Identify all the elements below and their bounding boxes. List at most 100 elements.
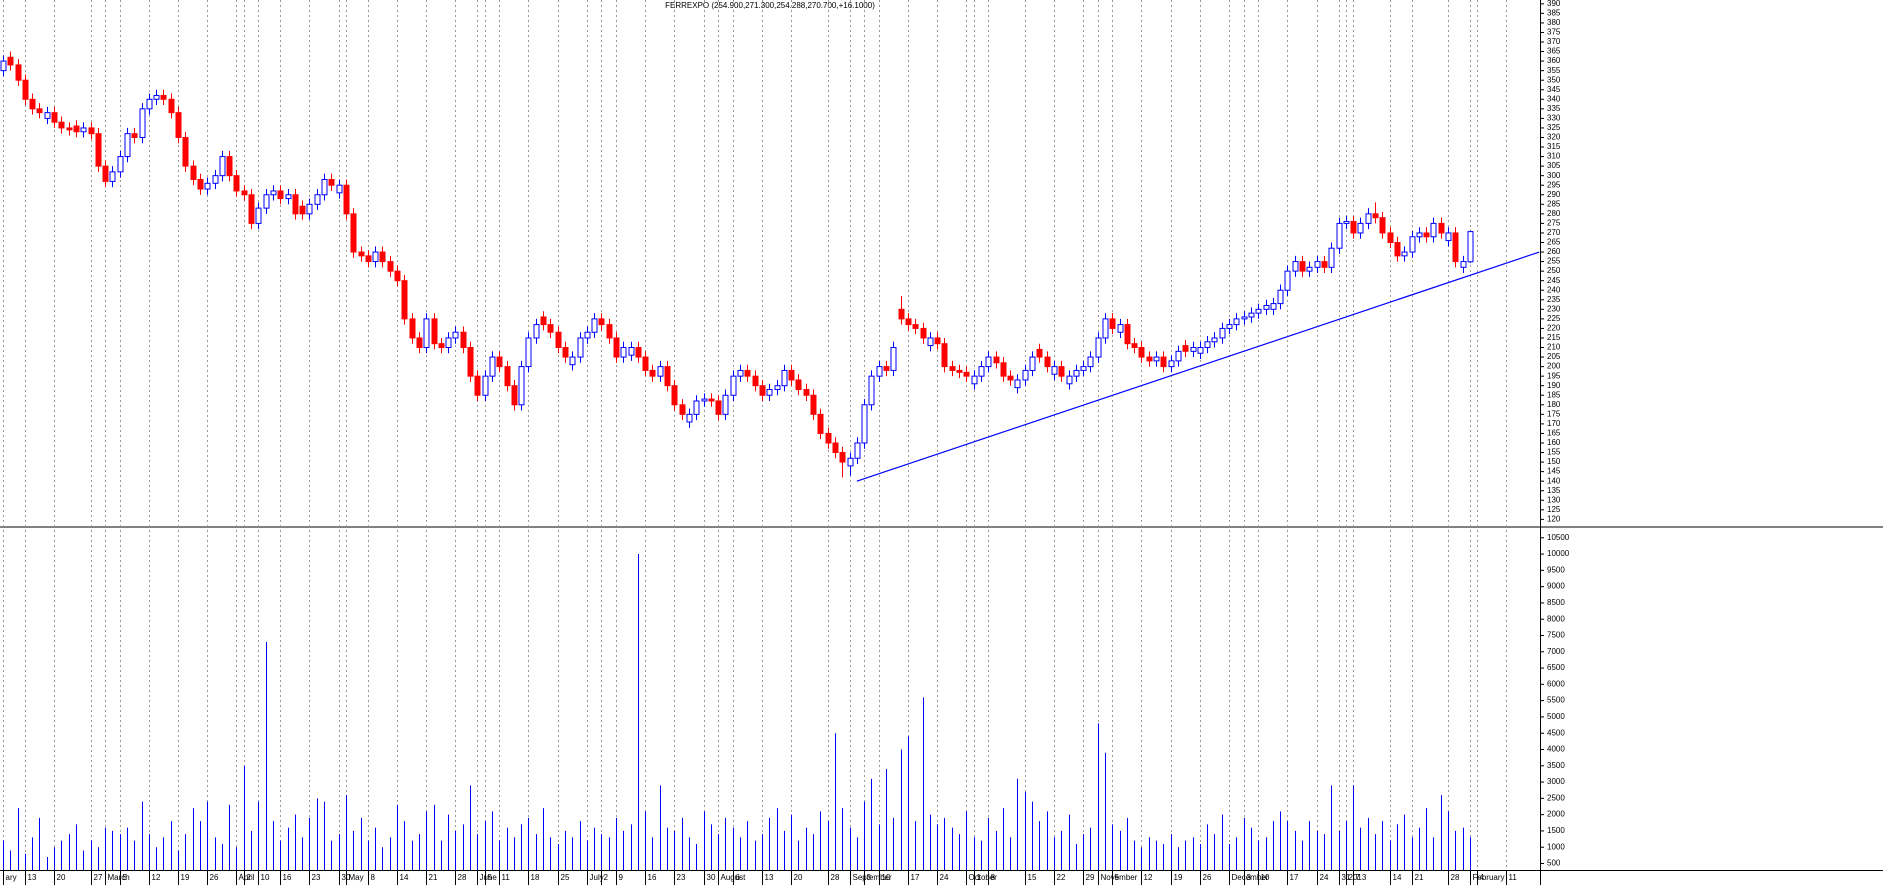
candle-body bbox=[1343, 220, 1350, 224]
candle-body bbox=[233, 175, 240, 192]
candle-body bbox=[1146, 356, 1153, 362]
candle-body bbox=[890, 347, 897, 371]
y-tick-label: 165 bbox=[1547, 429, 1561, 438]
candle-body bbox=[693, 400, 700, 415]
candle-body bbox=[949, 366, 956, 371]
candle-body bbox=[1321, 261, 1328, 268]
candle-body bbox=[1051, 366, 1058, 375]
y-tick-label: 375 bbox=[1547, 28, 1561, 37]
candle-body bbox=[1445, 232, 1452, 242]
candle-body bbox=[817, 413, 824, 434]
candle-body bbox=[518, 366, 525, 406]
y-tick-label: 305 bbox=[1547, 161, 1561, 170]
candle-body bbox=[438, 343, 445, 349]
y-tick-label: 9000 bbox=[1547, 582, 1565, 591]
x-tick-label: 30 bbox=[707, 873, 716, 882]
candle-body bbox=[1087, 356, 1094, 368]
y-tick-label: 6500 bbox=[1547, 663, 1565, 672]
x-tick-label: 2 bbox=[247, 873, 252, 882]
candle-body bbox=[423, 318, 430, 349]
x-tick-label: September bbox=[853, 873, 892, 882]
candle-body bbox=[577, 337, 584, 358]
candle-body bbox=[219, 156, 226, 177]
candle-body bbox=[190, 165, 197, 180]
candle-body bbox=[1233, 318, 1240, 326]
candle-body bbox=[0, 60, 7, 72]
candle-body bbox=[306, 203, 313, 215]
candle-body bbox=[431, 318, 438, 345]
x-tick-label: 19 bbox=[181, 873, 190, 882]
candle-body bbox=[1022, 369, 1029, 381]
candle-body bbox=[1409, 236, 1416, 253]
candle-body bbox=[847, 457, 854, 467]
y-tick-label: 355 bbox=[1547, 66, 1561, 75]
x-tick-label: 25 bbox=[561, 873, 570, 882]
candle-body bbox=[1248, 312, 1255, 318]
x-tick-label: 16 bbox=[283, 873, 292, 882]
candle-body bbox=[474, 375, 481, 396]
x-tick-label: 13 bbox=[28, 873, 37, 882]
candle-body bbox=[175, 112, 182, 138]
candle-body bbox=[66, 127, 73, 131]
y-tick-label: 3500 bbox=[1547, 761, 1565, 770]
candle-body bbox=[409, 318, 416, 339]
candle-body bbox=[832, 442, 839, 454]
candle-body bbox=[839, 452, 846, 463]
y-tick-label: 4000 bbox=[1547, 745, 1565, 754]
candle-body bbox=[1306, 266, 1313, 272]
x-tick-label: 3 bbox=[867, 873, 872, 882]
candle-body bbox=[635, 347, 642, 358]
candle-body bbox=[263, 194, 270, 209]
y-tick-label: 3000 bbox=[1547, 777, 1565, 786]
x-tick-label: 5 bbox=[488, 873, 493, 882]
candle-body bbox=[898, 308, 905, 320]
x-tick-label: 28 bbox=[458, 873, 467, 882]
x-tick-label: July bbox=[590, 873, 604, 882]
y-tick-label: 390 bbox=[1547, 0, 1561, 8]
y-tick-label: 8000 bbox=[1547, 614, 1565, 623]
candle-body bbox=[547, 324, 554, 333]
candle-body bbox=[679, 404, 686, 415]
candle-body bbox=[1226, 324, 1233, 329]
candle-body bbox=[934, 337, 941, 345]
y-tick-label: 150 bbox=[1547, 457, 1561, 466]
x-tick-label: 10 bbox=[261, 873, 270, 882]
candle-body bbox=[22, 79, 29, 100]
candle-body bbox=[139, 108, 146, 138]
candle-body bbox=[445, 337, 452, 349]
candle-body bbox=[1430, 222, 1437, 238]
y-tick-label: 320 bbox=[1547, 133, 1561, 142]
x-tick-label: 28 bbox=[831, 873, 840, 882]
candle-body bbox=[358, 251, 365, 257]
candle-body bbox=[387, 261, 394, 272]
candle-body bbox=[971, 375, 978, 385]
y-tick-label: 8500 bbox=[1547, 598, 1565, 607]
candle-body bbox=[533, 324, 540, 339]
candle-body bbox=[941, 343, 948, 368]
candle-body bbox=[7, 56, 14, 66]
candle-body bbox=[1387, 232, 1394, 243]
x-tick-label: 19 bbox=[1174, 873, 1183, 882]
candle-body bbox=[511, 385, 518, 406]
candle-body bbox=[117, 156, 124, 173]
candle-body bbox=[1007, 375, 1014, 381]
y-tick-label: 240 bbox=[1547, 285, 1561, 294]
candle-body bbox=[36, 108, 43, 114]
candle-body bbox=[350, 213, 357, 253]
candle-body bbox=[1168, 360, 1175, 368]
y-tick-label: 1000 bbox=[1547, 842, 1565, 851]
candle-body bbox=[569, 356, 576, 366]
candle-body bbox=[73, 125, 80, 133]
y-tick-label: 1500 bbox=[1547, 826, 1565, 835]
y-tick-label: 285 bbox=[1547, 199, 1561, 208]
x-tick-label: 15 bbox=[1028, 873, 1037, 882]
candle-body bbox=[774, 385, 781, 391]
y-tick-label: 210 bbox=[1547, 343, 1561, 352]
candle-body bbox=[1109, 318, 1116, 329]
candle-body bbox=[365, 255, 372, 263]
x-tick-label: 24 bbox=[1320, 873, 1329, 882]
candle-body bbox=[1066, 375, 1073, 385]
candle-body bbox=[686, 413, 693, 423]
x-tick-label: 21 bbox=[429, 873, 438, 882]
